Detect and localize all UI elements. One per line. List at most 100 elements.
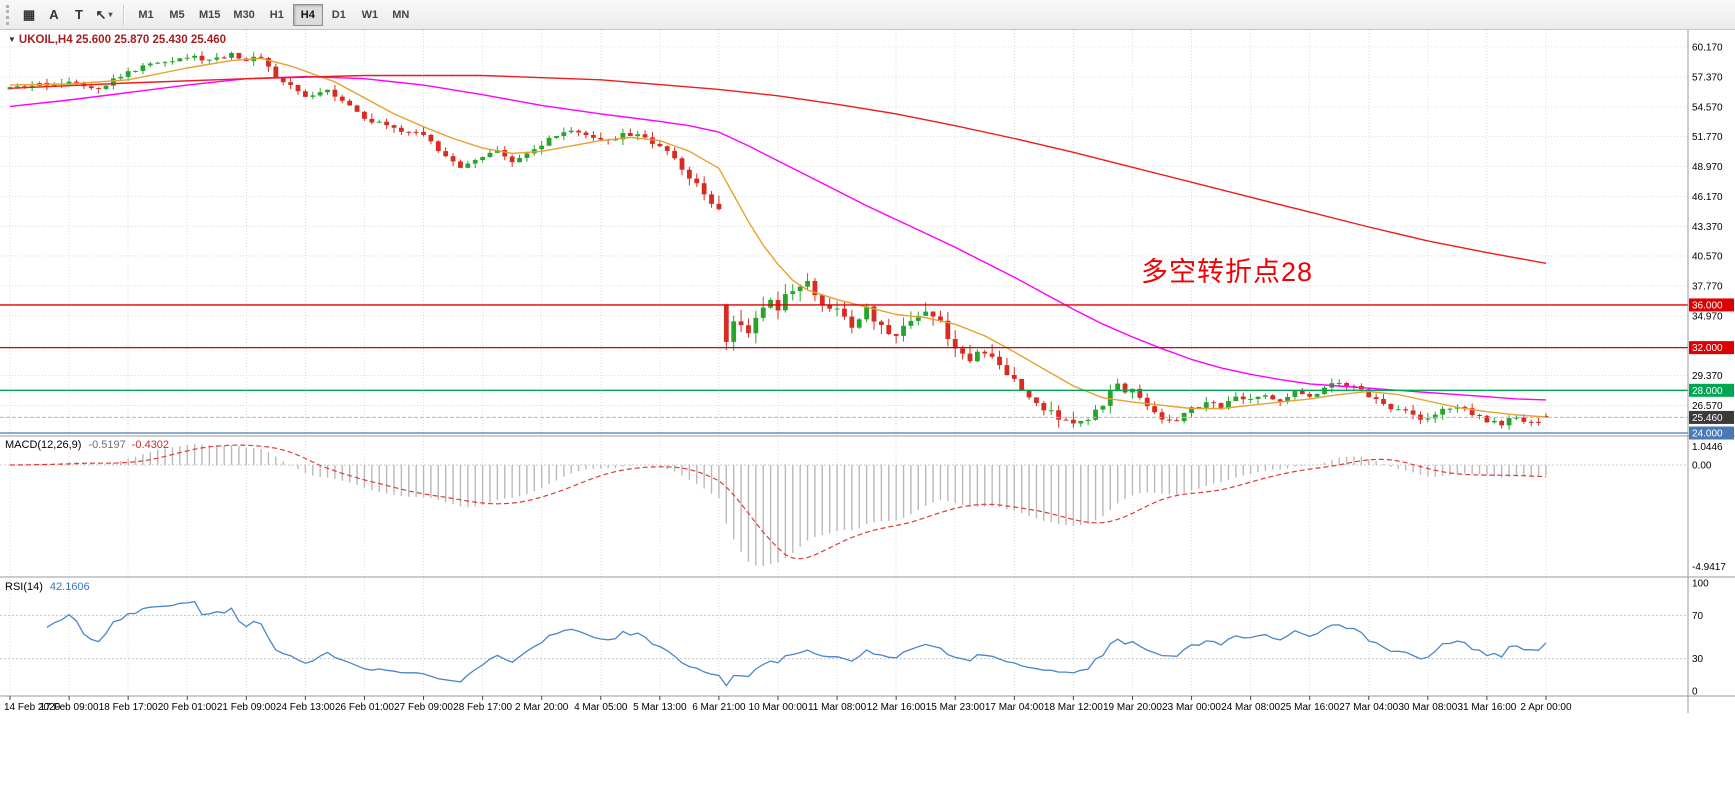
- toolbar-grip[interactable]: [6, 4, 11, 25]
- svg-text:25 Mar 16:00: 25 Mar 16:00: [1280, 702, 1339, 713]
- timeframe-m30-button[interactable]: M30: [227, 4, 260, 26]
- svg-text:19 Mar 20:00: 19 Mar 20:00: [1103, 702, 1162, 713]
- svg-text:43.370: 43.370: [1692, 222, 1723, 233]
- rsi-indicator-label: RSI(14) 42.1606: [5, 581, 90, 593]
- annotate-letter-button[interactable]: A: [42, 3, 66, 27]
- candlestick-series: [7, 51, 1549, 430]
- svg-text:17 Mar 04:00: 17 Mar 04:00: [985, 702, 1044, 713]
- chart-canvas[interactable]: 60.170 57.370 54.570 51.770 48.970 46.170 43.3…: [0, 30, 1735, 713]
- chart-title-text: UKOIL,H4 25.600 25.870 25.430 25.460: [18, 34, 227, 46]
- svg-text:28 Feb 17:00: 28 Feb 17:00: [453, 702, 512, 713]
- svg-text:24.000: 24.000: [1692, 429, 1723, 440]
- svg-text:37.770: 37.770: [1692, 282, 1723, 293]
- svg-text:24 Mar 08:00: 24 Mar 08:00: [1221, 702, 1280, 713]
- svg-text:30: 30: [1692, 654, 1704, 665]
- macd-value-signal: -0.4302: [131, 439, 170, 451]
- svg-text:18 Mar 12:00: 18 Mar 12:00: [1044, 702, 1103, 713]
- svg-text:27 Mar 04:00: 27 Mar 04:00: [1339, 702, 1398, 713]
- toolbar-tools-group: ▦ A T ↖ ▾: [17, 3, 116, 27]
- svg-text:32.000: 32.000: [1692, 343, 1723, 354]
- svg-text:21 Feb 09:00: 21 Feb 09:00: [217, 702, 276, 713]
- rsi-name: RSI(14): [5, 581, 43, 593]
- svg-text:2 Apr 00:00: 2 Apr 00:00: [1520, 702, 1572, 713]
- macd-name: MACD(12,26,9): [5, 439, 82, 451]
- macd-value-main: -0.5197: [88, 439, 126, 451]
- price-axis[interactable]: 60.170 57.370 54.570 51.770 48.970 46.170 43.3…: [1687, 30, 1726, 713]
- panel-borders: [0, 435, 1735, 697]
- chart-window: 60.170 57.370 54.570 51.770 48.970 46.170 43.3…: [0, 30, 1735, 793]
- timeframe-h4-button[interactable]: H4: [292, 3, 323, 26]
- rsi-panel: [0, 600, 1688, 687]
- svg-text:31 Mar 16:00: 31 Mar 16:00: [1457, 702, 1516, 713]
- rsi-value: 42.1606: [49, 581, 90, 593]
- macd-indicator-label: MACD(12,26,9) -0.5197 -0.4302: [5, 439, 169, 451]
- charts-grid-button[interactable]: ▦: [17, 3, 41, 27]
- svg-text:15 Mar 23:00: 15 Mar 23:00: [926, 702, 985, 713]
- svg-text:36.000: 36.000: [1692, 300, 1723, 311]
- svg-text:28.000: 28.000: [1692, 386, 1723, 397]
- dropdown-caret-icon: ▾: [108, 10, 113, 19]
- chart-annotation-text[interactable]: 多空转折点28: [1141, 257, 1314, 287]
- svg-text:46.170: 46.170: [1692, 192, 1723, 203]
- ma-fast-line: [9, 57, 1547, 418]
- svg-text:54.570: 54.570: [1692, 102, 1723, 113]
- grid-icon: ▦: [22, 6, 36, 22]
- chart-toolbar: ▦ A T ↖ ▾ M1 M5 M15 M30 H1 H4 D1 W1 MN: [0, 0, 1735, 30]
- svg-text:11 Mar 08:00: 11 Mar 08:00: [808, 702, 867, 713]
- svg-text:4 Mar 05:00: 4 Mar 05:00: [574, 702, 628, 713]
- timeframe-buttons-group: M1 M5 M15 M30 H1 H4 D1 W1 MN: [131, 3, 416, 26]
- svg-text:18 Feb 17:00: 18 Feb 17:00: [99, 702, 158, 713]
- svg-text:0: 0: [1692, 687, 1698, 698]
- svg-text:23 Mar 00:00: 23 Mar 00:00: [1162, 702, 1221, 713]
- rsi-line: [46, 600, 1547, 687]
- timeframe-mn-button[interactable]: MN: [386, 4, 416, 26]
- timeframe-h1-button[interactable]: H1: [262, 4, 292, 26]
- svg-text:57.370: 57.370: [1692, 72, 1723, 83]
- toolbar-separator: [123, 4, 124, 25]
- svg-text:34.970: 34.970: [1692, 311, 1723, 322]
- svg-text:5 Mar 13:00: 5 Mar 13:00: [633, 702, 687, 713]
- macd-signal-line: [9, 444, 1547, 560]
- svg-text:30 Mar 08:00: 30 Mar 08:00: [1398, 702, 1457, 713]
- svg-text:29.370: 29.370: [1692, 371, 1723, 382]
- svg-text:26 Feb 01:00: 26 Feb 01:00: [335, 702, 394, 713]
- svg-text:48.970: 48.970: [1692, 162, 1723, 173]
- svg-text:24 Feb 13:00: 24 Feb 13:00: [276, 702, 335, 713]
- svg-text:40.570: 40.570: [1692, 252, 1723, 263]
- svg-text:25.460: 25.460: [1692, 413, 1723, 424]
- svg-text:1.0446: 1.0446: [1692, 442, 1723, 453]
- symbol-marker-icon: ▼: [8, 35, 16, 44]
- timeframe-m1-button[interactable]: M1: [131, 4, 161, 26]
- cursor-icon: ↖: [95, 6, 107, 22]
- ma-mid-line: [9, 75, 1547, 401]
- text-tool-icon: T: [75, 7, 83, 22]
- svg-text:0.00: 0.00: [1692, 461, 1712, 472]
- letter-a-icon: A: [49, 7, 59, 22]
- svg-text:6 Mar 21:00: 6 Mar 21:00: [692, 702, 746, 713]
- svg-text:2 Mar 20:00: 2 Mar 20:00: [515, 702, 569, 713]
- timeframe-m15-button[interactable]: M15: [193, 4, 226, 26]
- svg-text:14 Feb 2020: 14 Feb 2020: [4, 702, 61, 713]
- timeframe-m5-button[interactable]: M5: [162, 4, 192, 26]
- svg-text:12 Mar 16:00: 12 Mar 16:00: [867, 702, 926, 713]
- svg-text:17 Feb 09:00: 17 Feb 09:00: [40, 702, 99, 713]
- macd-panel: [0, 444, 1688, 566]
- svg-text:20 Feb 01:00: 20 Feb 01:00: [158, 702, 217, 713]
- price-axis-badges: 36.000 32.000 28.000 25.460 24.000: [1689, 298, 1734, 440]
- ma-slow-line: [9, 74, 1547, 264]
- cursor-tool-button[interactable]: ↖ ▾: [92, 3, 116, 27]
- svg-text:60.170: 60.170: [1692, 43, 1723, 54]
- svg-text:26.570: 26.570: [1692, 401, 1723, 412]
- grid-lines: [0, 30, 1688, 696]
- chart-ohlc-title: ▼ UKOIL,H4 25.600 25.870 25.430 25.460: [8, 34, 226, 46]
- text-tool-button[interactable]: T: [67, 3, 91, 27]
- svg-text:70: 70: [1692, 611, 1704, 622]
- svg-text:51.770: 51.770: [1692, 132, 1723, 143]
- timeframe-w1-button[interactable]: W1: [355, 4, 385, 26]
- svg-text:-4.9417: -4.9417: [1692, 562, 1726, 573]
- svg-text:100: 100: [1692, 579, 1709, 590]
- price-level-lines[interactable]: [0, 304, 1688, 434]
- timeframe-d1-button[interactable]: D1: [324, 4, 354, 26]
- svg-text:27 Feb 09:00: 27 Feb 09:00: [394, 702, 453, 713]
